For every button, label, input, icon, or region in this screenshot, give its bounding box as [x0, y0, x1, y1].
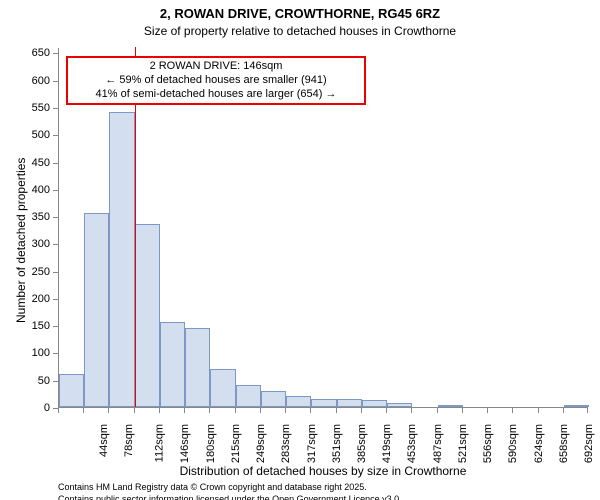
x-tick-label: 351sqm	[331, 424, 343, 463]
x-tick-label: 180sqm	[205, 424, 217, 463]
histogram-bar	[84, 213, 109, 407]
x-tick-mark	[336, 408, 337, 413]
x-tick-label: 385sqm	[356, 424, 368, 463]
annotation-line: 41% of semi-detached houses are larger (…	[72, 88, 360, 102]
x-tick-label: 590sqm	[508, 424, 520, 463]
x-tick-mark	[386, 408, 387, 413]
y-tick-label: 550	[0, 102, 50, 114]
y-tick-mark	[53, 244, 58, 245]
x-tick-mark	[538, 408, 539, 413]
x-tick-mark	[487, 408, 488, 413]
y-tick-label: 600	[0, 75, 50, 87]
y-tick-mark	[53, 163, 58, 164]
credits-line-1: Contains HM Land Registry data © Crown c…	[58, 482, 367, 492]
x-tick-mark	[437, 408, 438, 413]
y-tick-mark	[53, 81, 58, 82]
histogram-bar	[185, 328, 210, 407]
x-tick-mark	[58, 408, 59, 413]
x-tick-label: 521sqm	[457, 424, 469, 463]
histogram-bar	[135, 224, 160, 407]
y-tick-mark	[53, 326, 58, 327]
x-tick-mark	[83, 408, 84, 413]
x-tick-label: 317sqm	[306, 424, 318, 463]
x-tick-label: 283sqm	[280, 424, 292, 463]
histogram-bar	[286, 396, 311, 407]
histogram-bar	[236, 385, 261, 407]
x-tick-label: 78sqm	[123, 424, 135, 457]
credits-line-2: Contains public sector information licen…	[58, 494, 402, 500]
histogram-bar	[564, 405, 589, 407]
x-tick-mark	[310, 408, 311, 413]
histogram-bar	[438, 405, 463, 407]
x-tick-label: 215sqm	[230, 424, 242, 463]
y-tick-label: 50	[0, 375, 50, 387]
x-tick-mark	[411, 408, 412, 413]
x-tick-label: 146sqm	[179, 424, 191, 463]
x-tick-mark	[512, 408, 513, 413]
x-tick-mark	[235, 408, 236, 413]
x-tick-label: 624sqm	[533, 424, 545, 463]
annotation-line: 2 ROWAN DRIVE: 146sqm	[72, 60, 360, 74]
y-tick-mark	[53, 272, 58, 273]
x-tick-mark	[209, 408, 210, 413]
histogram-bar	[160, 322, 185, 407]
histogram-bar	[387, 403, 412, 407]
y-tick-mark	[53, 53, 58, 54]
y-tick-mark	[53, 108, 58, 109]
x-tick-label: 419sqm	[381, 424, 393, 463]
histogram-bar	[362, 400, 387, 407]
x-tick-label: 692sqm	[583, 424, 595, 463]
x-tick-label: 556sqm	[482, 424, 494, 463]
y-tick-mark	[53, 217, 58, 218]
annotation-box: 2 ROWAN DRIVE: 146sqm← 59% of detached h…	[66, 56, 366, 105]
x-tick-label: 453sqm	[407, 424, 419, 463]
x-tick-mark	[159, 408, 160, 413]
page-subtitle: Size of property relative to detached ho…	[0, 24, 600, 38]
histogram-bar	[337, 399, 362, 407]
x-tick-mark	[260, 408, 261, 413]
x-tick-label: 249sqm	[255, 424, 267, 463]
histogram-bar	[261, 391, 286, 407]
y-axis-title: Number of detached properties	[14, 158, 28, 323]
y-tick-label: 500	[0, 129, 50, 141]
x-tick-label: 112sqm	[153, 424, 165, 462]
x-tick-mark	[361, 408, 362, 413]
y-tick-mark	[53, 190, 58, 191]
y-tick-label: 100	[0, 347, 50, 359]
x-tick-mark	[285, 408, 286, 413]
x-tick-mark	[134, 408, 135, 413]
annotation-line: ← 59% of detached houses are smaller (94…	[72, 74, 360, 88]
x-axis-title: Distribution of detached houses by size …	[58, 464, 588, 478]
x-tick-mark	[184, 408, 185, 413]
y-tick-mark	[53, 353, 58, 354]
x-tick-mark	[108, 408, 109, 413]
histogram-bar	[210, 369, 235, 407]
y-tick-label: 650	[0, 47, 50, 59]
x-tick-mark	[462, 408, 463, 413]
x-tick-label: 487sqm	[432, 424, 444, 463]
y-tick-mark	[53, 135, 58, 136]
histogram-bar	[59, 374, 84, 407]
histogram-bar	[311, 399, 336, 407]
y-tick-label: 0	[0, 402, 50, 414]
x-tick-label: 658sqm	[558, 424, 570, 463]
page-title: 2, ROWAN DRIVE, CROWTHORNE, RG45 6RZ	[0, 6, 600, 21]
y-tick-mark	[53, 381, 58, 382]
x-tick-label: 44sqm	[98, 424, 110, 457]
x-tick-mark	[563, 408, 564, 413]
y-tick-mark	[53, 299, 58, 300]
x-tick-mark	[587, 408, 588, 413]
histogram-bar	[109, 112, 134, 407]
